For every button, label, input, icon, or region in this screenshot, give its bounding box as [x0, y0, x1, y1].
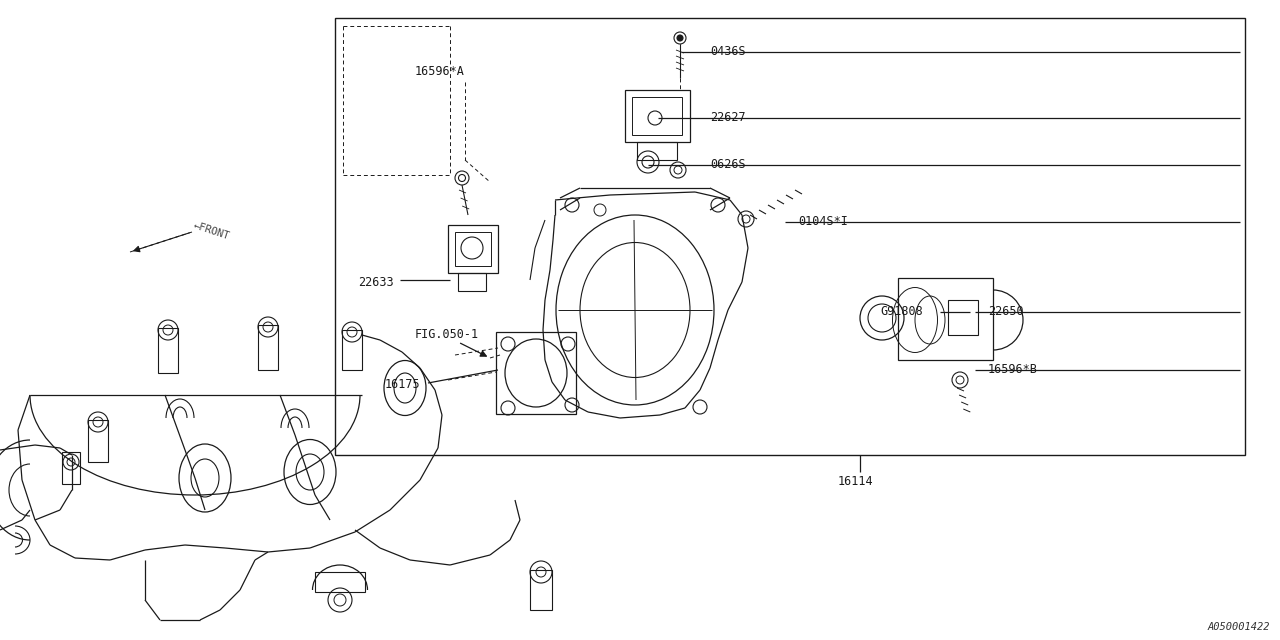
Text: 0436S: 0436S — [710, 45, 746, 58]
Bar — [315, 572, 365, 592]
Bar — [157, 328, 178, 373]
Text: FIG.050-1: FIG.050-1 — [415, 328, 479, 341]
Bar — [637, 142, 677, 160]
Bar — [948, 300, 978, 335]
Text: ←FRONT: ←FRONT — [192, 220, 230, 241]
Bar — [259, 325, 278, 370]
Text: G91808: G91808 — [881, 305, 923, 318]
Text: 16114: 16114 — [838, 475, 874, 488]
Bar — [530, 570, 552, 610]
Bar — [497, 332, 576, 414]
Text: 22650: 22650 — [988, 305, 1024, 318]
Text: 22627: 22627 — [710, 111, 746, 124]
Bar — [88, 420, 108, 462]
Bar — [632, 97, 682, 135]
Bar — [342, 330, 362, 370]
Text: 22633: 22633 — [358, 276, 394, 289]
Bar — [625, 90, 690, 142]
Text: 0626S: 0626S — [710, 158, 746, 171]
Text: A050001422: A050001422 — [1207, 622, 1270, 632]
Text: 16175: 16175 — [385, 378, 421, 391]
Text: 0104S*I: 0104S*I — [797, 215, 847, 228]
Bar — [335, 18, 1245, 455]
Circle shape — [677, 35, 684, 41]
Text: 16596*A: 16596*A — [415, 65, 465, 78]
Bar — [454, 232, 492, 266]
Bar — [458, 273, 486, 291]
Bar — [448, 225, 498, 273]
Text: 16596*B: 16596*B — [988, 363, 1038, 376]
Bar — [61, 452, 81, 484]
Bar — [899, 278, 993, 360]
